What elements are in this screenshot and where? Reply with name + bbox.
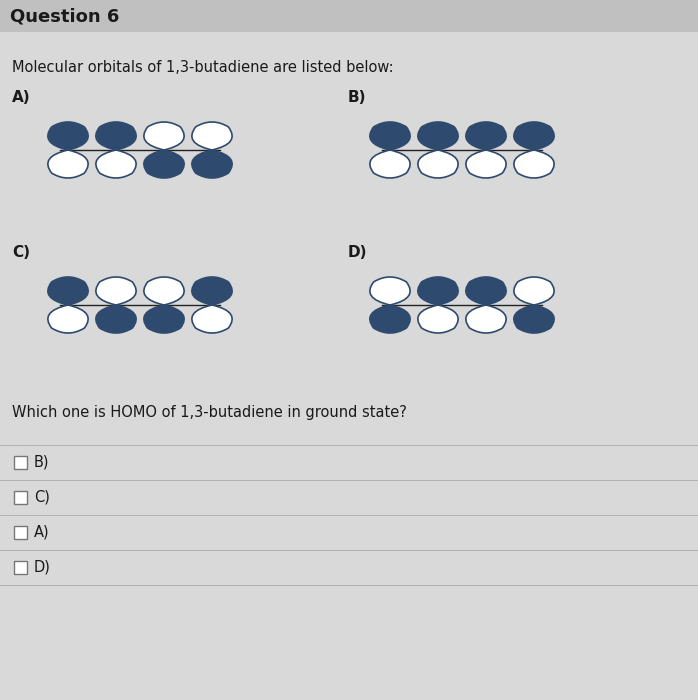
PathPatch shape bbox=[96, 277, 136, 305]
PathPatch shape bbox=[144, 305, 184, 333]
PathPatch shape bbox=[96, 305, 136, 333]
PathPatch shape bbox=[144, 150, 184, 178]
PathPatch shape bbox=[144, 277, 184, 305]
PathPatch shape bbox=[418, 122, 458, 150]
Text: Question 6: Question 6 bbox=[10, 7, 119, 25]
PathPatch shape bbox=[370, 150, 410, 178]
Bar bbox=[14, 456, 27, 468]
PathPatch shape bbox=[47, 150, 88, 178]
Text: A): A) bbox=[34, 524, 50, 540]
PathPatch shape bbox=[192, 277, 232, 305]
Bar bbox=[14, 561, 27, 573]
Text: D): D) bbox=[348, 245, 368, 260]
PathPatch shape bbox=[192, 122, 232, 150]
PathPatch shape bbox=[466, 277, 506, 305]
PathPatch shape bbox=[96, 122, 136, 150]
PathPatch shape bbox=[418, 305, 458, 333]
PathPatch shape bbox=[418, 277, 458, 305]
Bar bbox=[14, 526, 27, 538]
Text: Which one is HOMO of 1,3-butadiene in ground state?: Which one is HOMO of 1,3-butadiene in gr… bbox=[12, 405, 407, 420]
PathPatch shape bbox=[47, 277, 88, 305]
PathPatch shape bbox=[466, 150, 506, 178]
PathPatch shape bbox=[514, 150, 554, 178]
Text: Molecular orbitals of 1,3-butadiene are listed below:: Molecular orbitals of 1,3-butadiene are … bbox=[12, 60, 394, 76]
PathPatch shape bbox=[192, 150, 232, 178]
PathPatch shape bbox=[514, 305, 554, 333]
PathPatch shape bbox=[466, 305, 506, 333]
Text: C): C) bbox=[12, 245, 30, 260]
Bar bbox=[0, 0, 698, 32]
Text: A): A) bbox=[12, 90, 31, 105]
PathPatch shape bbox=[96, 150, 136, 178]
PathPatch shape bbox=[514, 277, 554, 305]
PathPatch shape bbox=[514, 122, 554, 150]
Text: D): D) bbox=[34, 559, 51, 575]
PathPatch shape bbox=[144, 122, 184, 150]
Bar bbox=[14, 491, 27, 503]
PathPatch shape bbox=[192, 305, 232, 333]
Text: B): B) bbox=[348, 90, 366, 105]
Text: C): C) bbox=[34, 489, 50, 505]
PathPatch shape bbox=[370, 305, 410, 333]
PathPatch shape bbox=[47, 305, 88, 333]
Text: B): B) bbox=[34, 454, 50, 470]
PathPatch shape bbox=[47, 122, 88, 150]
PathPatch shape bbox=[370, 122, 410, 150]
PathPatch shape bbox=[370, 277, 410, 305]
PathPatch shape bbox=[418, 150, 458, 178]
PathPatch shape bbox=[466, 122, 506, 150]
